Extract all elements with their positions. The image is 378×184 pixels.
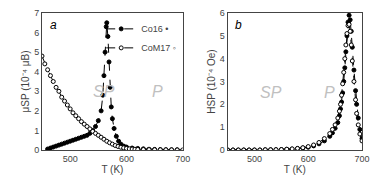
svg-text:SP: SP bbox=[260, 84, 282, 101]
svg-text:0: 0 bbox=[220, 145, 225, 155]
svg-text:5: 5 bbox=[220, 31, 225, 41]
svg-text:0: 0 bbox=[34, 145, 39, 155]
svg-text:500: 500 bbox=[247, 154, 262, 164]
svg-text:600: 600 bbox=[301, 154, 316, 164]
svg-text:3: 3 bbox=[220, 77, 225, 87]
svg-text:4: 4 bbox=[220, 54, 225, 64]
svg-text:600: 600 bbox=[119, 154, 134, 164]
svg-text:1: 1 bbox=[220, 122, 225, 132]
svg-text:CoM17 ◦: CoM17 ◦ bbox=[141, 43, 176, 53]
svg-text:6: 6 bbox=[34, 28, 39, 38]
svg-text:Co16 •: Co16 • bbox=[141, 24, 168, 34]
svg-text:b: b bbox=[235, 18, 242, 32]
svg-text:3: 3 bbox=[34, 86, 39, 96]
svg-text:6: 6 bbox=[220, 8, 225, 18]
svg-text:P: P bbox=[152, 83, 163, 100]
svg-text:P: P bbox=[324, 84, 335, 101]
svg-text:T (K): T (K) bbox=[284, 164, 306, 175]
svg-text:a: a bbox=[50, 18, 57, 32]
svg-text:700: 700 bbox=[175, 154, 190, 164]
svg-text:1: 1 bbox=[34, 126, 39, 136]
svg-text:HSP (10⁻⁴ Oe): HSP (10⁻⁴ Oe) bbox=[206, 49, 217, 113]
svg-text:T (K): T (K) bbox=[101, 164, 123, 175]
svg-text:7: 7 bbox=[34, 8, 39, 18]
svg-text:μSP (10⁻⁴ μB): μSP (10⁻⁴ μB) bbox=[20, 51, 31, 113]
svg-text:500: 500 bbox=[63, 154, 78, 164]
svg-text:SP: SP bbox=[93, 83, 115, 100]
svg-text:4: 4 bbox=[34, 67, 39, 77]
svg-text:2: 2 bbox=[34, 106, 39, 116]
svg-text:5: 5 bbox=[34, 47, 39, 57]
svg-text:2: 2 bbox=[220, 99, 225, 109]
svg-text:700: 700 bbox=[354, 154, 369, 164]
